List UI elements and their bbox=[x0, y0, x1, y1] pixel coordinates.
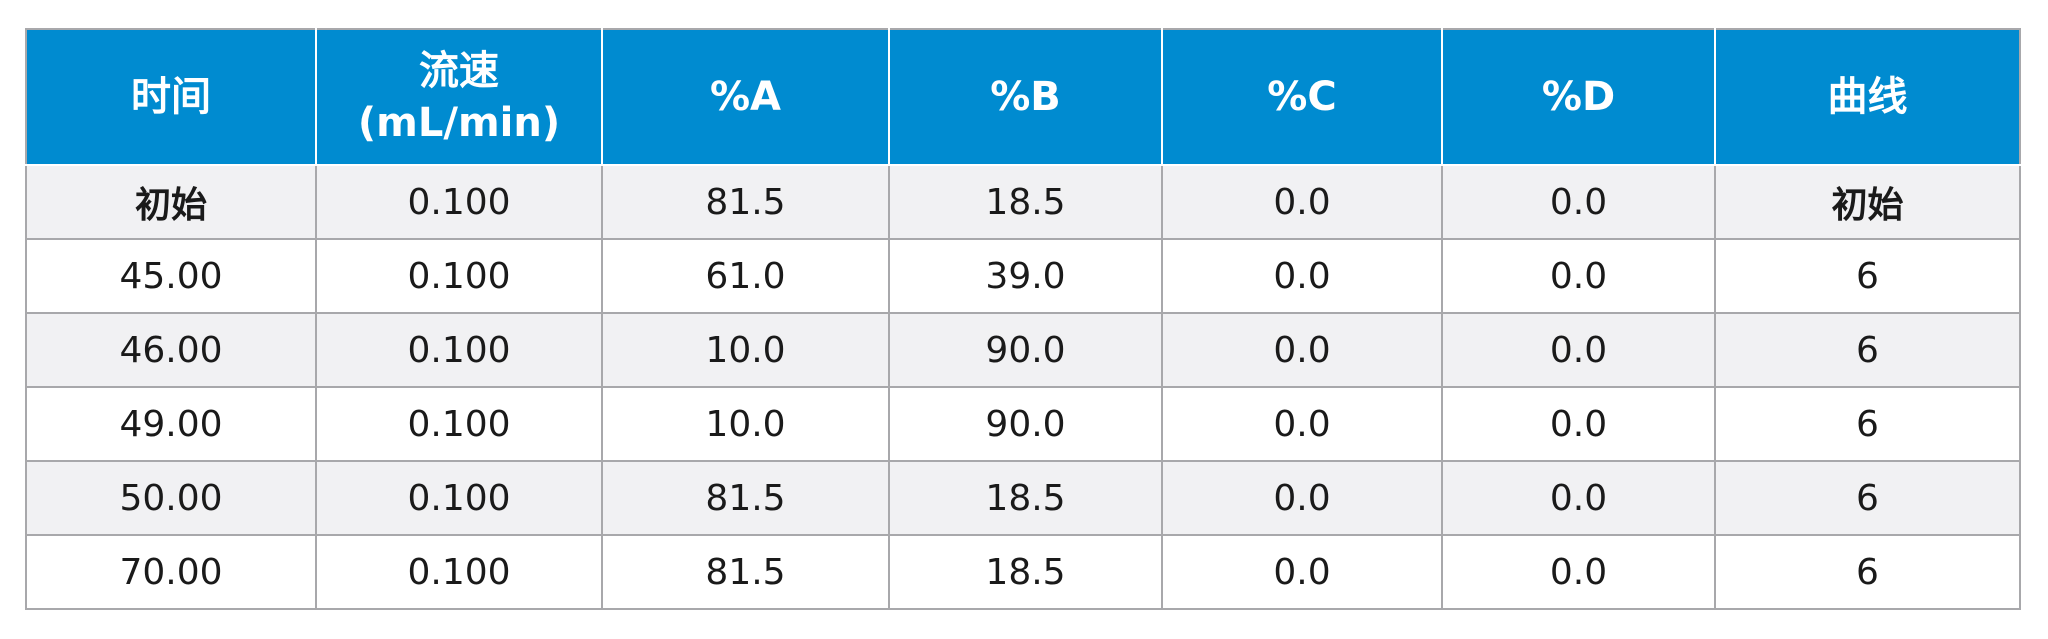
cell-percent-a: 81.5 bbox=[601, 460, 890, 536]
table-row: 70.00 0.100 81.5 18.5 0.0 0.0 6 bbox=[25, 534, 2021, 610]
cell-flow-rate: 0.100 bbox=[315, 386, 603, 462]
cell-percent-b: 39.0 bbox=[888, 238, 1163, 314]
cell-time: 45.00 bbox=[25, 238, 317, 314]
cell-time: 46.00 bbox=[25, 312, 317, 388]
cell-time: 70.00 bbox=[25, 534, 317, 610]
header-row: 时间 流速 (mL/min) %A %B %C %D 曲线 bbox=[25, 28, 2021, 166]
cell-percent-c: 0.0 bbox=[1161, 238, 1443, 314]
cell-percent-b: 90.0 bbox=[888, 312, 1163, 388]
table-row: 初始 0.100 81.5 18.5 0.0 0.0 初始 bbox=[25, 164, 2021, 240]
header-curve: 曲线 bbox=[1714, 28, 2021, 166]
cell-percent-a: 61.0 bbox=[601, 238, 890, 314]
cell-curve: 6 bbox=[1714, 238, 2021, 314]
cell-curve: 6 bbox=[1714, 386, 2021, 462]
cell-time: 50.00 bbox=[25, 460, 317, 536]
header-flow-rate-unit: (mL/min) bbox=[357, 100, 561, 146]
cell-time: 49.00 bbox=[25, 386, 317, 462]
cell-percent-a: 10.0 bbox=[601, 386, 890, 462]
cell-percent-a: 81.5 bbox=[601, 534, 890, 610]
table-row: 49.00 0.100 10.0 90.0 0.0 0.0 6 bbox=[25, 386, 2021, 462]
gradient-table: 时间 流速 (mL/min) %A %B %C %D 曲线 初始 0.100 8… bbox=[25, 28, 2021, 610]
header-flow-rate-label: 流速 bbox=[419, 48, 499, 94]
cell-curve: 6 bbox=[1714, 312, 2021, 388]
header-percent-d: %D bbox=[1441, 28, 1716, 166]
cell-percent-b: 90.0 bbox=[888, 386, 1163, 462]
header-time: 时间 bbox=[25, 28, 317, 166]
cell-flow-rate: 0.100 bbox=[315, 238, 603, 314]
cell-percent-c: 0.0 bbox=[1161, 164, 1443, 240]
cell-percent-d: 0.0 bbox=[1441, 460, 1716, 536]
header-flow-rate: 流速 (mL/min) bbox=[315, 28, 603, 166]
cell-flow-rate: 0.100 bbox=[315, 312, 603, 388]
header-percent-a: %A bbox=[601, 28, 890, 166]
cell-percent-c: 0.0 bbox=[1161, 386, 1443, 462]
cell-percent-c: 0.0 bbox=[1161, 460, 1443, 536]
cell-flow-rate: 0.100 bbox=[315, 164, 603, 240]
cell-curve: 6 bbox=[1714, 534, 2021, 610]
cell-time: 初始 bbox=[25, 164, 317, 240]
cell-percent-a: 10.0 bbox=[601, 312, 890, 388]
cell-percent-c: 0.0 bbox=[1161, 534, 1443, 610]
gradient-table-container: 时间 流速 (mL/min) %A %B %C %D 曲线 初始 0.100 8… bbox=[25, 28, 2021, 610]
table-body: 初始 0.100 81.5 18.5 0.0 0.0 初始 45.00 0.10… bbox=[25, 164, 2021, 610]
cell-percent-d: 0.0 bbox=[1441, 164, 1716, 240]
header-percent-c: %C bbox=[1161, 28, 1443, 166]
cell-percent-c: 0.0 bbox=[1161, 312, 1443, 388]
table-row: 46.00 0.100 10.0 90.0 0.0 0.0 6 bbox=[25, 312, 2021, 388]
cell-curve: 6 bbox=[1714, 460, 2021, 536]
cell-flow-rate: 0.100 bbox=[315, 460, 603, 536]
cell-curve: 初始 bbox=[1714, 164, 2021, 240]
table-header: 时间 流速 (mL/min) %A %B %C %D 曲线 bbox=[25, 28, 2021, 166]
table-row: 45.00 0.100 61.0 39.0 0.0 0.0 6 bbox=[25, 238, 2021, 314]
cell-percent-d: 0.0 bbox=[1441, 238, 1716, 314]
cell-percent-d: 0.0 bbox=[1441, 312, 1716, 388]
cell-percent-a: 81.5 bbox=[601, 164, 890, 240]
cell-percent-b: 18.5 bbox=[888, 164, 1163, 240]
cell-percent-b: 18.5 bbox=[888, 460, 1163, 536]
header-percent-b: %B bbox=[888, 28, 1163, 166]
table-row: 50.00 0.100 81.5 18.5 0.0 0.0 6 bbox=[25, 460, 2021, 536]
cell-flow-rate: 0.100 bbox=[315, 534, 603, 610]
cell-percent-d: 0.0 bbox=[1441, 534, 1716, 610]
cell-percent-d: 0.0 bbox=[1441, 386, 1716, 462]
cell-percent-b: 18.5 bbox=[888, 534, 1163, 610]
